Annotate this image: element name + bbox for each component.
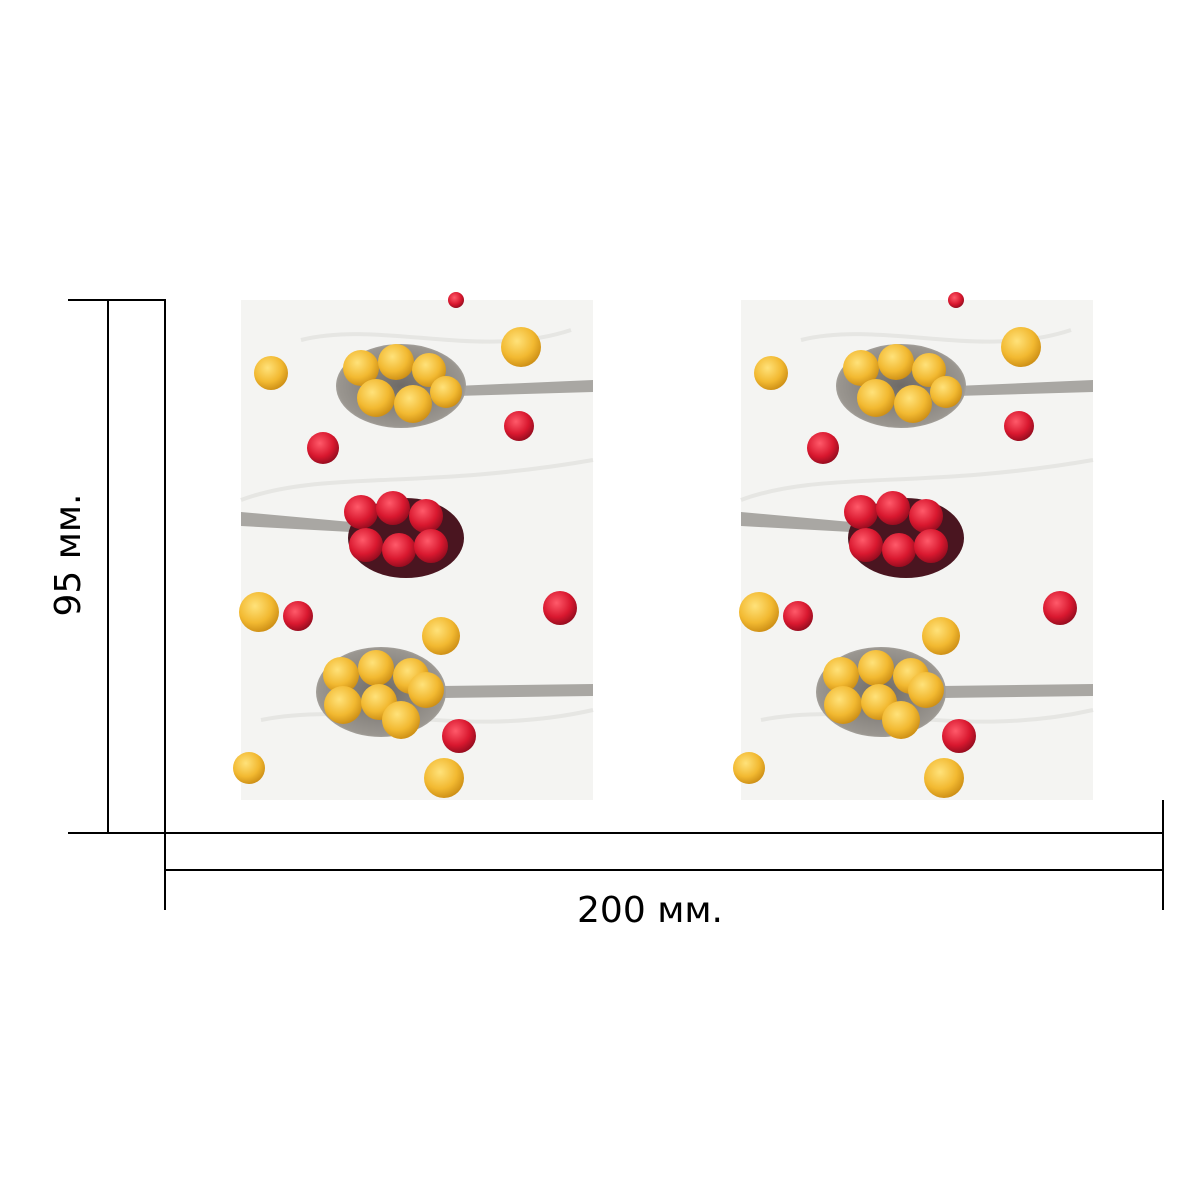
product-image-right: [731, 290, 1095, 802]
product-image-left: [231, 290, 595, 802]
width-label: 200 мм.: [577, 890, 723, 931]
height-label: 95 мм.: [48, 493, 89, 616]
